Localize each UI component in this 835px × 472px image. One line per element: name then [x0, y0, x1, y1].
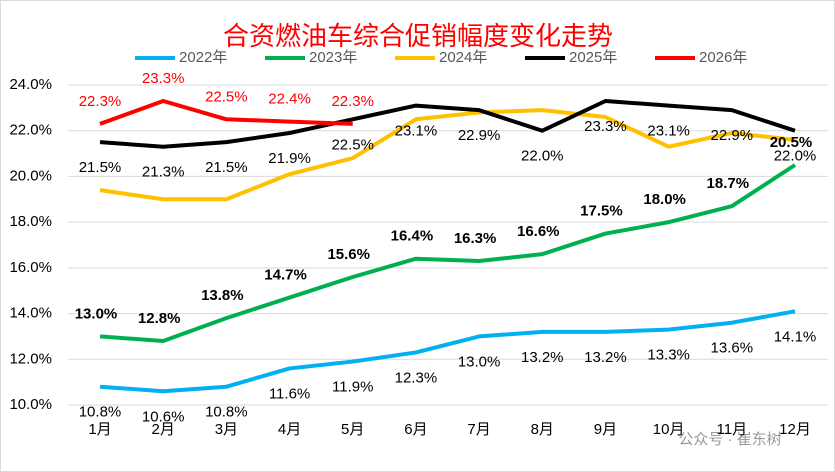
x-tick-label: 9月	[594, 421, 617, 438]
data-label: 11.9%	[332, 379, 373, 396]
data-label: 22.9%	[711, 127, 754, 144]
x-tick-label: 1月	[88, 421, 111, 438]
data-label: 13.8%	[201, 287, 244, 304]
data-label: 23.1%	[647, 123, 690, 140]
data-label: 16.3%	[454, 230, 497, 247]
y-tick-label: 22.0%	[9, 122, 52, 139]
x-tick-label: 5月	[341, 421, 364, 438]
data-label: 10.8%	[205, 404, 248, 421]
x-tick-label: 12月	[779, 421, 811, 438]
data-label: 22.9%	[458, 127, 501, 144]
data-label: 14.7%	[264, 267, 307, 284]
legend-label: 2023年	[309, 49, 357, 66]
x-tick-label: 7月	[467, 421, 490, 438]
data-label: 23.3%	[584, 118, 627, 135]
y-tick-label: 12.0%	[9, 350, 52, 367]
x-tick-label: 10月	[653, 421, 685, 438]
data-label: 14.1%	[774, 328, 817, 345]
legend-label: 2024年	[439, 49, 487, 66]
data-label: 22.3%	[331, 93, 374, 110]
data-label: 21.5%	[79, 159, 122, 176]
data-label: 13.2%	[584, 349, 627, 366]
legend-label: 2026年	[699, 49, 747, 66]
x-tick-label: 4月	[278, 421, 301, 438]
series-line	[99, 309, 796, 394]
data-label: 22.5%	[205, 88, 248, 105]
watermark: 公众号 · 崔东树	[678, 431, 781, 448]
data-label: 13.0%	[458, 353, 501, 370]
data-label: 21.5%	[205, 159, 248, 176]
data-label: 22.5%	[331, 136, 374, 153]
chart-title: 合资燃油车综合促销幅度变化走势	[223, 21, 613, 51]
series-line	[99, 99, 796, 149]
y-tick-label: 16.0%	[9, 259, 52, 276]
x-tick-label: 6月	[404, 421, 427, 438]
y-tick-label: 24.0%	[9, 76, 52, 93]
data-label: 22.0%	[774, 148, 817, 165]
data-label: 10.6%	[142, 408, 185, 425]
data-label: 12.8%	[138, 310, 181, 327]
data-label: 21.3%	[142, 164, 185, 181]
x-tick-label: 8月	[531, 421, 554, 438]
legend-label: 2022年	[179, 49, 227, 66]
data-label: 18.7%	[707, 175, 750, 192]
series-line	[99, 108, 796, 202]
legend-label: 2025年	[569, 49, 617, 66]
y-tick-label: 10.0%	[9, 396, 52, 413]
x-tick-label: 11月	[717, 421, 748, 438]
data-label: 21.9%	[268, 150, 311, 167]
data-label: 16.4%	[391, 228, 434, 245]
data-label: 22.3%	[79, 93, 122, 110]
data-label: 23.3%	[142, 70, 185, 87]
y-tick-label: 18.0%	[9, 213, 52, 230]
data-label: 11.6%	[269, 385, 310, 402]
data-label: 16.6%	[517, 223, 560, 240]
x-tick-label: 2月	[152, 421, 175, 438]
series-line	[99, 99, 353, 126]
y-tick-label: 14.0%	[9, 305, 52, 322]
data-label: 17.5%	[580, 203, 623, 220]
data-label: 13.6%	[711, 340, 754, 357]
data-label: 13.3%	[647, 347, 690, 364]
data-label: 22.0%	[521, 148, 564, 165]
data-label: 23.1%	[395, 123, 438, 140]
data-label: 20.5%	[770, 134, 813, 151]
data-label: 18.0%	[643, 191, 686, 208]
data-label: 22.4%	[268, 91, 311, 108]
data-label: 13.2%	[521, 349, 564, 366]
y-tick-label: 20.0%	[9, 167, 52, 184]
data-label: 13.0%	[75, 305, 118, 322]
data-label: 15.6%	[327, 246, 370, 263]
series-line	[99, 163, 797, 343]
data-label: 12.3%	[395, 369, 438, 386]
data-label: 10.8%	[79, 404, 122, 421]
x-tick-label: 3月	[215, 421, 238, 438]
